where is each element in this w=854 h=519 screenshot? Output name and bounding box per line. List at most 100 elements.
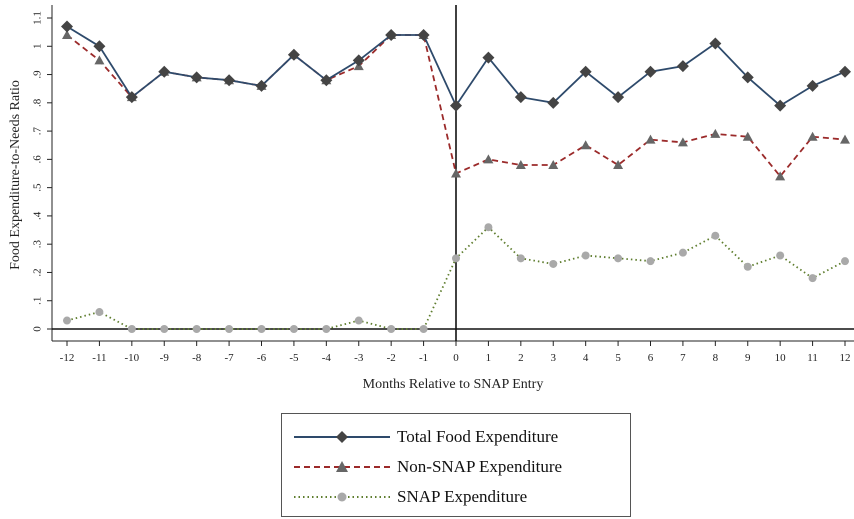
y-tick-label: 0 — [32, 326, 44, 332]
y-tick-label: 1 — [32, 44, 44, 50]
data-point — [417, 28, 430, 41]
data-point — [223, 74, 236, 87]
y-tick-label: .8 — [32, 98, 44, 107]
data-point — [646, 257, 655, 266]
data-point — [257, 325, 266, 333]
data-point — [63, 316, 71, 325]
data-point — [127, 325, 136, 333]
data-point — [160, 325, 169, 333]
data-point — [450, 99, 462, 112]
legend-label-non-snap: Non-SNAP Expenditure — [397, 457, 563, 476]
x-tick-label: 9 — [745, 352, 751, 364]
data-point — [419, 325, 428, 333]
y-tick-label: .7 — [32, 126, 44, 135]
y-tick-label: .6 — [32, 155, 44, 164]
data-point — [287, 48, 300, 61]
x-tick-label: -3 — [354, 352, 364, 364]
data-point — [483, 154, 494, 164]
x-tick-label: -12 — [60, 352, 75, 364]
data-point — [549, 259, 558, 268]
data-point — [451, 168, 461, 178]
legend-item-non-snap: Non-SNAP Expenditure — [282, 452, 630, 482]
data-point — [807, 131, 818, 141]
y-tick-label: .4 — [32, 211, 44, 220]
data-point — [710, 128, 721, 138]
data-point — [158, 65, 171, 78]
data-point — [61, 20, 73, 33]
data-point — [354, 316, 363, 325]
y-tick-label: .9 — [32, 70, 44, 79]
x-tick-label: -5 — [289, 352, 299, 364]
data-point — [482, 51, 495, 64]
data-point — [774, 99, 787, 112]
legend-swatch-total — [294, 431, 390, 443]
y-tick-label: 1.1 — [32, 11, 44, 25]
x-tick-label: 4 — [583, 352, 589, 364]
data-point — [93, 40, 106, 53]
data-point — [806, 79, 819, 92]
data-point — [322, 325, 331, 333]
x-tick-label: 2 — [518, 352, 524, 364]
x-tick-label: 10 — [775, 352, 787, 364]
x-tick-label: 11 — [807, 352, 818, 364]
data-point — [484, 223, 493, 232]
x-tick-label: 6 — [648, 352, 654, 364]
legend-item-snap: SNAP Expenditure — [282, 482, 630, 512]
legend-swatch-snap — [294, 492, 390, 502]
data-point — [548, 160, 559, 170]
data-point — [677, 137, 688, 147]
data-point — [678, 248, 687, 257]
legend-item-total: Total Food Expenditure — [282, 422, 630, 452]
data-point — [62, 29, 72, 39]
data-point — [255, 79, 268, 92]
data-point — [192, 325, 201, 333]
data-point — [225, 325, 234, 333]
data-point — [515, 160, 526, 170]
data-point — [612, 91, 625, 104]
x-tick-label: -6 — [257, 352, 267, 364]
series-layer — [61, 20, 851, 333]
x-tick-label: 3 — [551, 352, 557, 364]
data-point — [645, 134, 656, 144]
data-point — [452, 254, 460, 263]
y-tick-label: .3 — [32, 240, 44, 249]
x-axis-label: Months Relative to SNAP Entry — [363, 377, 544, 392]
legend-swatch-non-snap — [294, 461, 390, 472]
data-point — [190, 71, 203, 84]
x-tick-label: -11 — [92, 352, 106, 364]
reference-lines — [52, 5, 854, 341]
series-snap-expenditure — [63, 223, 849, 333]
data-point — [841, 257, 849, 266]
chart: 0 .1 .2 .3 .4 .5 .6 .7 .8 .9 1 1.1 -12 -11 -10 -9 -8 -7 -… — [8, 5, 854, 392]
legend: Total Food Expenditure Non-SNAP Expendit… — [281, 413, 631, 517]
x-tick-label: 5 — [615, 352, 621, 364]
x-tick-label: 12 — [840, 352, 851, 364]
y-axis-label: Food Expenditure-to-Needs Ratio — [8, 80, 23, 270]
data-point — [711, 231, 720, 240]
x-tick-label: 7 — [680, 352, 686, 364]
y-tick-label: .1 — [32, 297, 44, 305]
data-point — [289, 325, 298, 333]
y-tick-label: .5 — [32, 183, 44, 192]
data-point — [613, 160, 624, 170]
x-tick-label: -7 — [224, 352, 234, 364]
data-point — [580, 140, 591, 150]
data-point — [741, 71, 754, 84]
data-point — [776, 251, 785, 260]
data-point — [839, 65, 851, 78]
data-point — [840, 134, 850, 144]
data-point — [387, 325, 396, 333]
data-point — [775, 171, 786, 181]
y-tick-label: .2 — [32, 268, 44, 276]
data-point — [579, 65, 592, 78]
data-point — [94, 55, 105, 65]
x-tick-label: -8 — [192, 352, 202, 364]
data-point — [743, 262, 752, 271]
data-point — [516, 254, 525, 263]
x-tick-label: -4 — [322, 352, 332, 364]
x-tick-label: -9 — [160, 352, 170, 364]
data-point — [644, 65, 657, 78]
series-total-food-expenditure — [61, 20, 851, 112]
x-tick-label: -10 — [124, 352, 139, 364]
data-point — [352, 54, 365, 67]
